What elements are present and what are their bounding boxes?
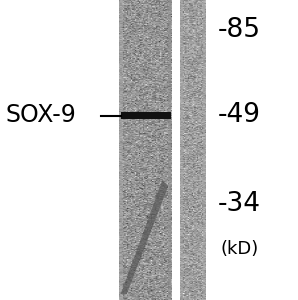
Text: (kD): (kD)	[221, 240, 259, 258]
Bar	[121, 112, 171, 119]
Bar	[119, 0, 171, 300]
Bar	[119, 0, 123, 300]
Bar	[203, 0, 206, 300]
Text: -49: -49	[218, 103, 260, 128]
Bar	[180, 0, 183, 300]
Polygon shape	[121, 180, 168, 294]
Bar	[180, 0, 206, 300]
Text: SOX-9: SOX-9	[6, 103, 77, 127]
Text: -34: -34	[218, 191, 260, 217]
Text: -85: -85	[218, 17, 260, 43]
Bar	[168, 0, 171, 300]
